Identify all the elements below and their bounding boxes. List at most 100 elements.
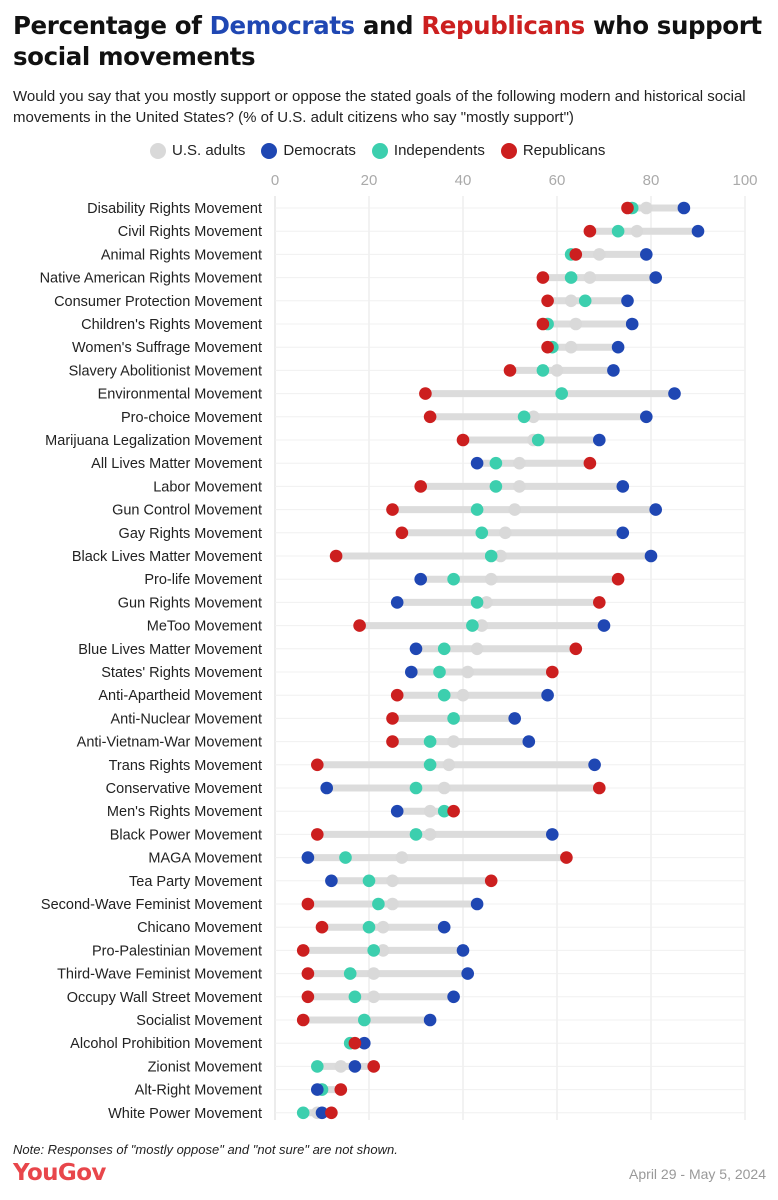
dot-dem [644,549,658,563]
yougov-logo: YouGov [13,1160,106,1186]
dot-rep [311,758,324,772]
dot-dem [348,1060,362,1073]
dot-ind [437,804,451,818]
dot-dem [607,364,620,377]
dot-dem [414,572,428,586]
dot-dem [522,735,536,748]
dot-rep [386,503,399,516]
dot-ind [484,549,498,563]
dot-adults [386,874,399,888]
dot-adults [395,851,409,864]
dot-dem [320,781,334,795]
dot-adults [583,271,597,284]
dot-adults [564,294,578,308]
row-label: White Power Movement [108,1106,262,1122]
dot-ind [296,1106,310,1120]
dot-ind [339,851,352,864]
legend-label-adults: U.S. adults [172,142,246,159]
row-label: Gun Control Movement [112,503,262,519]
dot-adults [376,944,390,957]
row-label: MeToo Movement [147,619,262,635]
dot-rep [348,1036,362,1050]
dot-adults [367,990,381,1004]
dot-ind [372,897,385,911]
dot-dem [616,480,630,493]
legend-dot-republicans [500,142,517,159]
dot-ind [611,224,625,238]
dot-rep [593,596,606,609]
dot-rep [583,224,597,238]
row-label: Conservative Movement [106,781,262,797]
dot-ind [564,271,578,284]
dot-dem [390,804,404,818]
dot-dem [691,224,705,238]
dot-range-chart: 0 20 40 60 80 100 Disability Rights Movement Ci… [40,172,758,1122]
dot-adults [508,503,521,516]
row-label: Chicano Movement [137,920,262,936]
dot-ind [447,712,460,725]
dot-rep [334,1083,348,1096]
row-label: Socialist Movement [136,1013,262,1029]
dot-adults [630,224,644,238]
dot-ind [489,480,503,493]
dot-rep [503,364,517,377]
dot-dem [409,642,423,656]
dot-adults [484,572,498,586]
row-label: Gun Rights Movement [118,595,262,611]
legend-label-democrats: Democrats [283,142,356,159]
dot-dem [649,503,662,516]
dot-dem [597,619,611,632]
row-label: Trans Rights Movement [109,758,262,774]
dot-adults [480,596,493,609]
legend-item-democrats: Democrats [261,142,356,159]
row-label: Blue Lives Matter Movement [78,642,262,658]
dot-adults [513,480,526,493]
dot-ind [578,294,592,308]
dot-rep [414,480,428,493]
dot-rep [301,990,315,1004]
dot-ind [466,619,479,632]
row-label: Anti-Apartheid Movement [98,688,262,704]
x-tick-label: 100 [732,172,757,189]
dot-dem [423,1013,437,1027]
dot-rep [546,665,559,679]
dot-dem [625,317,639,331]
dot-ind [447,572,460,586]
row-label: MAGA Movement [148,851,262,867]
row-label: Labor Movement [153,479,262,495]
title-part1: Percentage of [13,11,210,40]
dot-ind [423,735,437,748]
dot-dem [640,410,653,424]
dot-rep [390,688,404,702]
dot-adults [447,735,460,748]
dot-rep [395,526,409,540]
dot-adults [456,688,470,702]
dot-dem [621,294,634,308]
dot-rep [386,712,399,725]
dot-rep [447,804,460,818]
row-label: Native American Rights Movement [40,271,262,287]
dot-adults [569,317,583,331]
row-label: Consumer Protection Movement [54,294,262,310]
row-label: Women's Suffrage Movement [72,340,262,356]
dot-adults [376,920,390,934]
dot-dem [677,201,691,215]
dot-adults [386,897,399,911]
row-label: Pro-choice Movement [121,410,262,426]
dot-adults [513,456,526,470]
dot-dem [325,874,338,888]
dot-adults [423,804,437,818]
dot-ind [409,781,423,795]
row-label: Third-Wave Feminist Movement [57,967,262,983]
dot-rep [484,874,498,888]
row-label: Black Lives Matter Movement [72,549,262,565]
dot-dem [311,1083,324,1096]
row-label: Animal Rights Movement [101,247,262,263]
dot-dem [616,526,630,540]
row-label: All Lives Matter Movement [91,456,262,472]
dot-ind [409,828,423,841]
dot-rep [419,387,432,400]
dot-ind [423,758,437,772]
dot-adults [334,1060,348,1073]
dot-dem [456,944,470,957]
